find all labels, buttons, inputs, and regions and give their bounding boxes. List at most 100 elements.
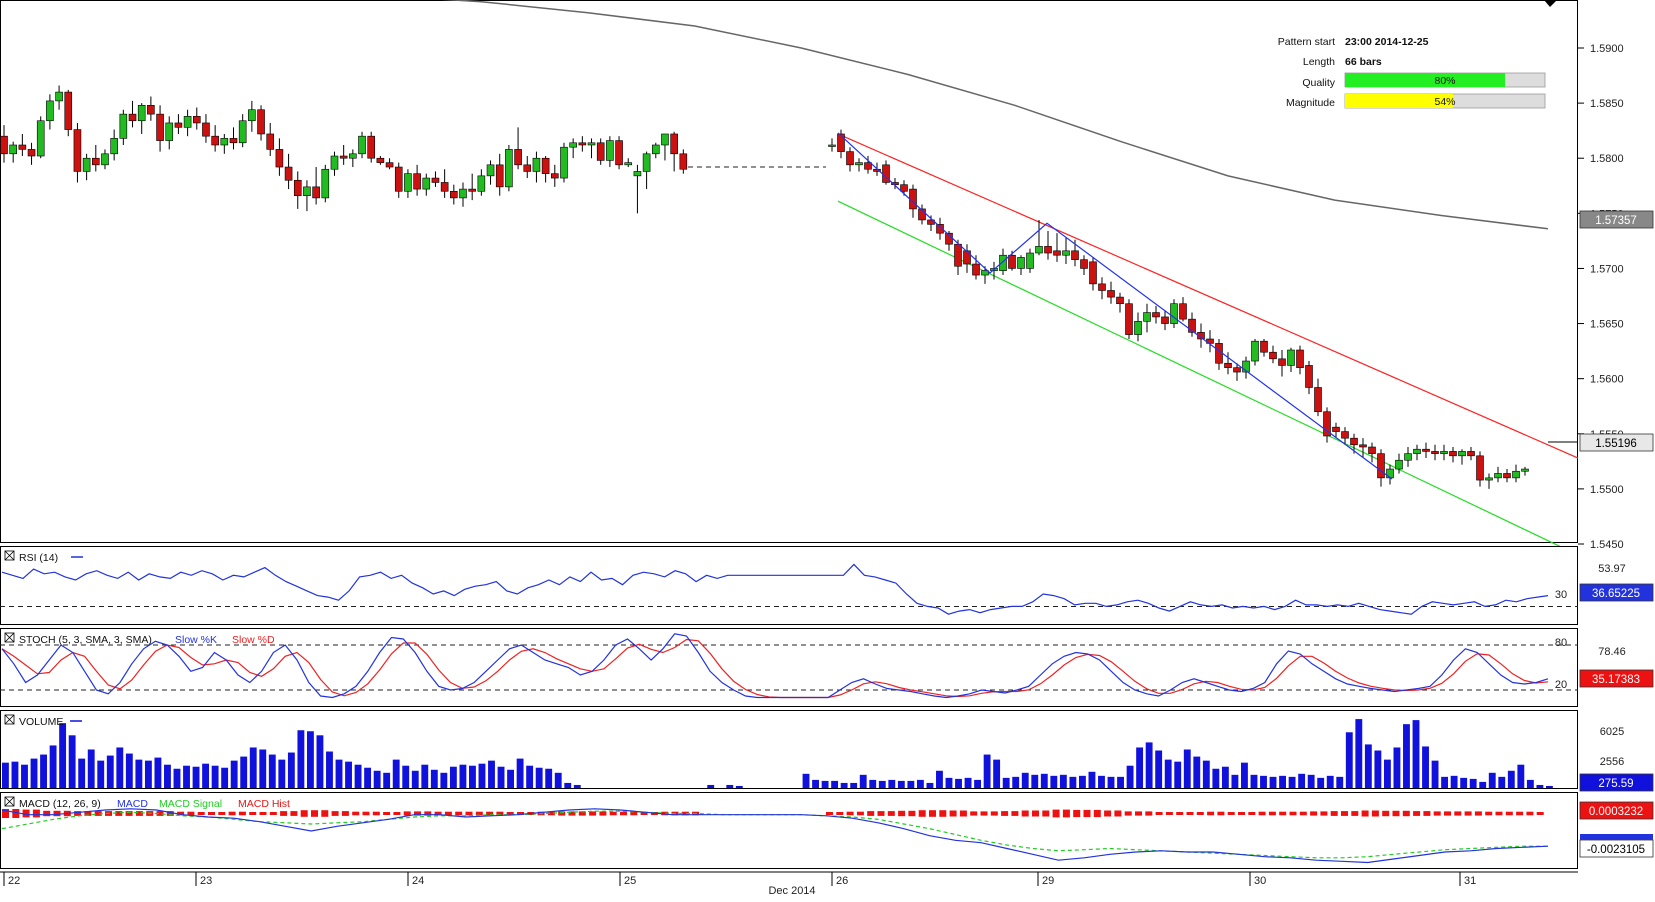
- macd-hist-bar: [589, 811, 597, 816]
- bull-candle: [1251, 340, 1259, 362]
- macd-hist-bar: [517, 812, 524, 815]
- bull-candle: [642, 153, 651, 172]
- macd-hist-bar: [1196, 812, 1204, 815]
- macd-hist-bar: [1423, 811, 1431, 816]
- quality-label: Quality: [1302, 77, 1335, 89]
- volume-bar: [1212, 768, 1220, 788]
- volume-bar: [306, 731, 314, 788]
- bull-candle: [321, 168, 330, 199]
- bear-candle: [394, 166, 403, 192]
- volume-bar: [287, 752, 295, 788]
- bull-candle: [1413, 448, 1421, 454]
- length-label: Length: [1303, 56, 1335, 68]
- stoch-k-line: [1, 633, 1549, 699]
- bull-candle: [1512, 470, 1520, 479]
- price-tick-label: 1.5600: [1590, 374, 1624, 386]
- macd-hist-bar: [1464, 811, 1472, 816]
- volume-bar: [1441, 776, 1449, 788]
- macd-hist-bar: [630, 811, 638, 816]
- macd-hist-bar: [836, 812, 844, 815]
- macd-hist-bar: [53, 810, 61, 817]
- volume-tick-mid: 2556: [1600, 756, 1624, 768]
- macd-hist-bar: [1114, 810, 1122, 817]
- bear-candle: [1359, 444, 1367, 448]
- price-ma-tag: 1.57357: [1579, 210, 1654, 229]
- bull-candle: [349, 153, 357, 159]
- bear-candle: [275, 149, 284, 168]
- bear-candle: [339, 155, 348, 159]
- magnitude-bar-fill: [1345, 94, 1453, 108]
- macd-hist-bar: [1320, 811, 1328, 816]
- volume-bar: [1002, 777, 1010, 788]
- bear-candle: [615, 140, 623, 166]
- bear-candle: [1125, 303, 1133, 335]
- volume-bar: [1536, 784, 1544, 788]
- bull-candle: [422, 177, 431, 190]
- macd-hist-bar: [434, 811, 442, 816]
- volume-bar: [1546, 785, 1553, 788]
- macd-hist-bar: [1402, 810, 1410, 817]
- macd-hist-bar: [1536, 812, 1544, 815]
- macd-hist-bar: [1371, 810, 1379, 817]
- macd-hist-bar: [1165, 812, 1173, 815]
- volume-bar: [850, 782, 858, 788]
- macd-hist-bar: [980, 811, 988, 816]
- bull-candle: [36, 120, 45, 157]
- volume-bar: [125, 753, 133, 788]
- bear-candle: [1179, 303, 1187, 320]
- volume-bar: [1355, 719, 1363, 788]
- macd-hist-label: 0.0003232: [1589, 806, 1643, 818]
- bear-candle: [1080, 259, 1088, 269]
- macd-hist-bar: [1145, 811, 1153, 816]
- volume-bar: [202, 763, 210, 788]
- volume-bar: [1336, 776, 1344, 788]
- bear-candle: [1107, 290, 1115, 298]
- volume-last-label: 275.59: [1598, 778, 1633, 790]
- date-tick-label: 22: [8, 875, 20, 887]
- macd-hist-bar: [1474, 811, 1482, 816]
- bear-candle: [1098, 283, 1106, 291]
- volume-bar: [87, 749, 95, 788]
- macd-hist-bar: [1001, 811, 1009, 816]
- volume-bar: [1183, 749, 1191, 788]
- stoch-d-legend: Slow %D: [232, 634, 275, 646]
- price-tick-label: 1.5500: [1590, 484, 1624, 496]
- volume-bar: [1326, 775, 1334, 788]
- volume-bar: [459, 764, 467, 788]
- bull-candle: [101, 153, 109, 166]
- macd-hist-bar: [1268, 811, 1276, 816]
- bear-candle: [1314, 387, 1322, 413]
- macd-hist-bar: [362, 811, 370, 816]
- bull-candle: [46, 100, 54, 122]
- volume-bar: [1364, 744, 1372, 788]
- macd-hist-bar: [135, 811, 143, 816]
- bear-candle: [1260, 340, 1268, 353]
- volume-bar: [573, 784, 581, 788]
- macd-hist-bar: [197, 812, 205, 815]
- bear-candle: [192, 116, 201, 124]
- macd-hist-bar: [1052, 809, 1060, 818]
- bear-candle: [918, 208, 926, 221]
- volume-bar: [1136, 747, 1144, 788]
- macd-hist-bar: [496, 811, 504, 816]
- macd-hist-bar: [1186, 812, 1194, 815]
- candlesticks: [0, 85, 1529, 489]
- volume-bar: [993, 759, 1001, 788]
- bull-candle: [477, 175, 486, 192]
- macd-hist-bar: [506, 812, 514, 815]
- volume-bar: [1269, 776, 1277, 788]
- volume-bar: [1450, 775, 1458, 788]
- macd-hist-bar: [115, 811, 123, 816]
- volume-bar: [802, 773, 810, 788]
- stoch-last-label: 35.17383: [1592, 674, 1640, 686]
- bear-candle: [1305, 365, 1313, 388]
- bear-candle: [596, 142, 605, 161]
- volume-bar: [249, 747, 257, 788]
- bear-candle: [1296, 349, 1304, 368]
- bull-candle: [633, 171, 642, 177]
- bull-candle: [1395, 459, 1403, 470]
- volume-bar: [554, 772, 562, 788]
- volume-bar: [1155, 750, 1163, 788]
- volume-bar: [897, 780, 905, 788]
